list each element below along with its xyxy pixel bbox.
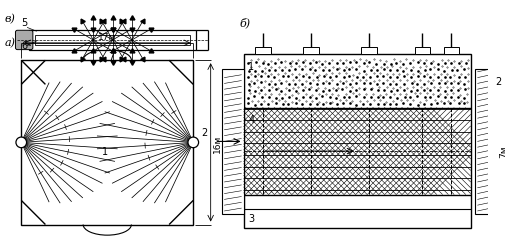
Text: а): а) [5, 38, 16, 48]
Text: 2: 2 [201, 127, 207, 137]
Circle shape [188, 138, 198, 148]
Bar [362, 48, 377, 55]
Circle shape [16, 138, 27, 148]
Text: 1: 1 [103, 146, 109, 156]
FancyBboxPatch shape [16, 31, 33, 50]
Bar [304, 48, 319, 55]
Bar [21, 61, 193, 224]
Bar [476, 70, 493, 214]
Text: 2: 2 [495, 77, 501, 87]
Text: 6: 6 [21, 40, 27, 50]
Text: в): в) [5, 14, 16, 24]
Bar [222, 70, 243, 214]
Text: 3: 3 [248, 213, 255, 223]
Bar [29, 31, 196, 50]
Text: 4: 4 [248, 115, 255, 124]
Text: 7м: 7м [499, 145, 505, 158]
Bar [243, 55, 471, 229]
Bar [443, 48, 459, 55]
Text: 1: 1 [248, 62, 255, 72]
Bar [255, 48, 271, 55]
Text: 17м: 17м [98, 33, 117, 42]
Bar [35, 36, 190, 46]
Text: 16м: 16м [213, 134, 222, 152]
Text: 5: 5 [21, 18, 27, 28]
Text: 7: 7 [108, 52, 114, 62]
Bar [415, 48, 430, 55]
Text: б): б) [240, 18, 251, 28]
